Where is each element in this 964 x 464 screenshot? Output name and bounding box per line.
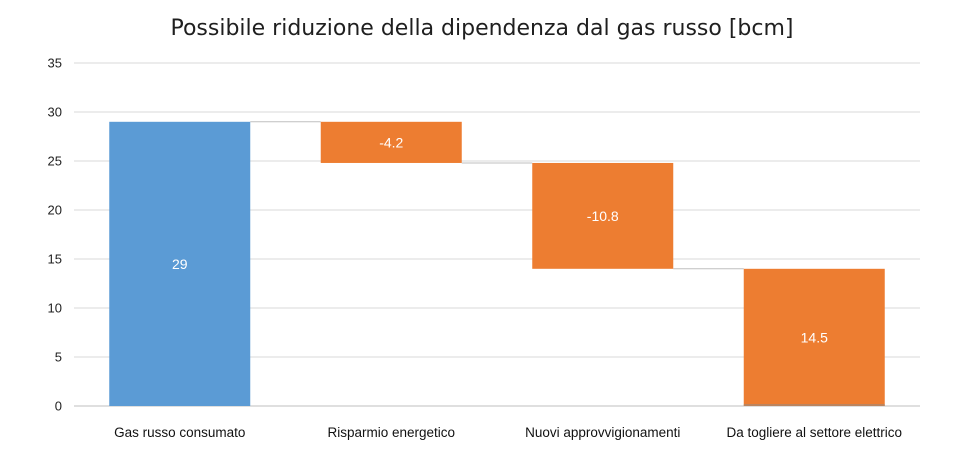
connectors (250, 121, 744, 270)
x-category-label: Gas russo consumato (114, 425, 245, 440)
y-tick-label: 15 (48, 252, 62, 267)
bar (743, 268, 885, 406)
bar (320, 121, 462, 163)
x-category-label: Nuovi approvvigionamenti (525, 425, 680, 440)
bars (109, 121, 885, 407)
x-category-label: Da togliere al settore elettrico (726, 425, 902, 440)
y-tick-label: 25 (48, 154, 62, 169)
y-tick-label: 0 (55, 399, 62, 414)
data-label: 29 (172, 256, 188, 272)
data-labels: 29 -4.2 -10.8 14.5 (172, 134, 828, 345)
data-label: 14.5 (801, 329, 828, 345)
chart-title: Possibile riduzione della dipendenza dal… (170, 16, 794, 41)
y-tick-label: 35 (48, 56, 62, 71)
bar (109, 121, 251, 407)
y-tick-label: 5 (55, 350, 62, 365)
data-label: -4.2 (379, 134, 403, 150)
y-tick-label: 10 (48, 301, 62, 316)
data-label: -10.8 (587, 208, 619, 224)
bar (532, 162, 674, 269)
x-category-label: Risparmio energetico (327, 425, 455, 440)
x-axis-categories: Gas russo consumato Risparmio energetico N… (114, 425, 902, 440)
y-tick-label: 30 (48, 105, 62, 120)
y-tick-label: 20 (48, 203, 62, 218)
y-axis-ticks: 0 5 10 15 20 25 30 35 (48, 56, 62, 414)
